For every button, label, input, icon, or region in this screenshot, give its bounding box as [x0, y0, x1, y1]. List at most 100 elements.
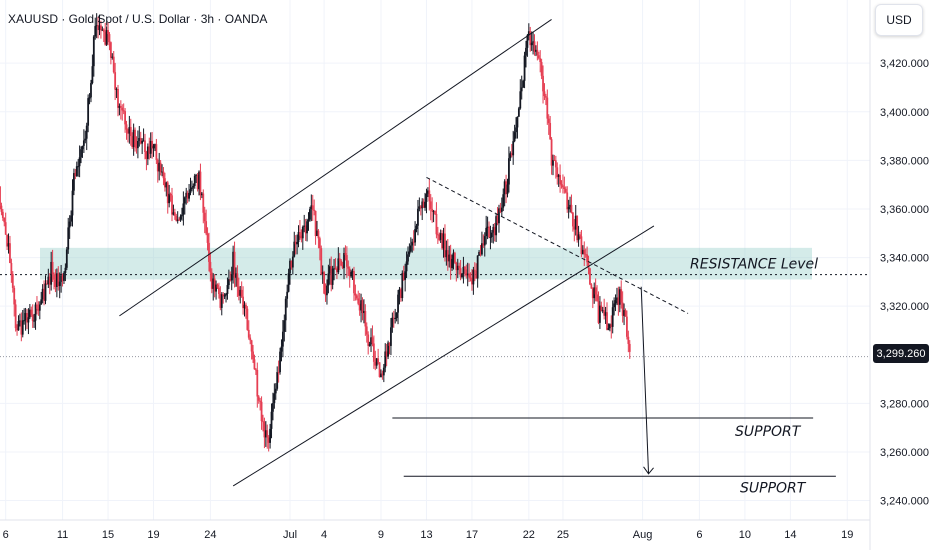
candle-body — [73, 173, 75, 191]
candle-body — [134, 129, 136, 148]
candle-body — [353, 271, 355, 294]
candle-body — [293, 241, 296, 257]
candle-body — [481, 243, 483, 255]
candle-body — [532, 41, 534, 43]
candle-body — [526, 35, 529, 48]
candle-body — [442, 233, 445, 249]
candle-body — [417, 208, 419, 226]
candle-body — [454, 252, 456, 263]
candle-body — [412, 241, 415, 243]
candle-body — [509, 153, 512, 159]
candle-body — [36, 304, 38, 309]
candle-body — [97, 25, 99, 31]
currency-button[interactable]: USD — [875, 4, 923, 36]
candle-body — [131, 136, 134, 147]
candle-body — [220, 294, 223, 308]
candle-body — [586, 254, 589, 263]
candle-body — [435, 213, 438, 235]
candle-body — [87, 98, 90, 126]
candle-body — [350, 271, 353, 277]
candle-body — [604, 312, 607, 316]
candle-body — [483, 236, 486, 246]
drawings — [119, 19, 836, 487]
candle-body — [78, 157, 81, 167]
candle-body — [333, 268, 335, 270]
candle-body — [31, 314, 34, 322]
symbol-title: XAUUSD · Gold Spot / U.S. Dollar · 3h · … — [8, 12, 268, 26]
candle-body — [344, 253, 347, 256]
candle-body — [355, 295, 358, 299]
candle-body — [173, 212, 176, 216]
candle-body — [144, 140, 146, 152]
candle-body — [594, 287, 597, 295]
candle-body — [606, 312, 608, 330]
candle-body — [323, 272, 326, 294]
candle-body — [269, 428, 271, 443]
candle-body — [119, 105, 122, 108]
candle-body — [242, 296, 244, 309]
candle-body — [114, 72, 117, 90]
candle-body — [273, 393, 276, 404]
candle-body — [317, 230, 320, 239]
candle-body — [185, 192, 188, 198]
candle-body — [508, 158, 510, 185]
candle-body — [431, 208, 434, 212]
candle-body — [216, 284, 219, 288]
candle-body — [105, 30, 108, 45]
candle-body — [263, 421, 266, 438]
candle-body — [375, 358, 378, 366]
candle-body — [552, 159, 554, 166]
candle-body — [304, 225, 307, 234]
candle-body — [388, 342, 391, 346]
candle-body — [290, 260, 293, 268]
candle-body — [334, 268, 337, 270]
candle-body — [136, 140, 139, 149]
price-axis[interactable]: 3,420.000 3,400.000 3,380.000 3,360.000 3,34… — [880, 58, 929, 507]
x-tick-label: 19 — [841, 529, 853, 541]
candle-body — [449, 254, 452, 269]
time-axis[interactable]: 6 11 15 19 24 Jul 4 9 13 17 22 25 Aug 6 10 14 19 — [3, 529, 854, 541]
candle-body — [583, 249, 586, 255]
candle-body — [415, 225, 418, 230]
candle-body — [50, 261, 53, 285]
candle-body — [132, 129, 135, 147]
candle-body — [280, 346, 283, 352]
candle-body — [127, 129, 129, 134]
candle-body — [19, 320, 21, 322]
candle-body — [112, 56, 115, 73]
candle-body — [289, 260, 291, 274]
y-tick-label: 3,260.000 — [880, 447, 929, 459]
candle-body — [54, 279, 57, 287]
candle-body — [563, 187, 566, 190]
candle-body — [276, 372, 279, 389]
candle-body — [408, 251, 411, 255]
candle-body — [128, 126, 131, 134]
candle-body — [512, 141, 515, 156]
candle-body — [192, 185, 195, 188]
candle-body — [199, 171, 202, 196]
candle-body — [281, 331, 284, 347]
x-tick-label: 4 — [321, 529, 327, 541]
candle-body — [576, 215, 579, 241]
candle-body — [239, 289, 242, 296]
candle-body — [458, 265, 461, 269]
candle-body — [189, 189, 192, 193]
candle-body — [38, 304, 41, 311]
candle-body — [473, 269, 476, 271]
candle-body — [421, 201, 424, 209]
candle-body — [525, 47, 527, 56]
candle-body — [165, 182, 168, 188]
candle-body — [24, 313, 27, 321]
candle-body — [395, 312, 398, 319]
candle-body — [390, 327, 392, 346]
candle-body — [475, 270, 478, 279]
candle-body — [397, 294, 399, 313]
candle-body — [621, 302, 624, 316]
resistance-label: RESISTANCE Level — [690, 257, 818, 273]
candle-body — [490, 232, 493, 238]
candle-body — [436, 234, 439, 236]
candle-body — [522, 80, 525, 88]
candle-body — [543, 91, 546, 97]
candle-body — [40, 299, 43, 305]
